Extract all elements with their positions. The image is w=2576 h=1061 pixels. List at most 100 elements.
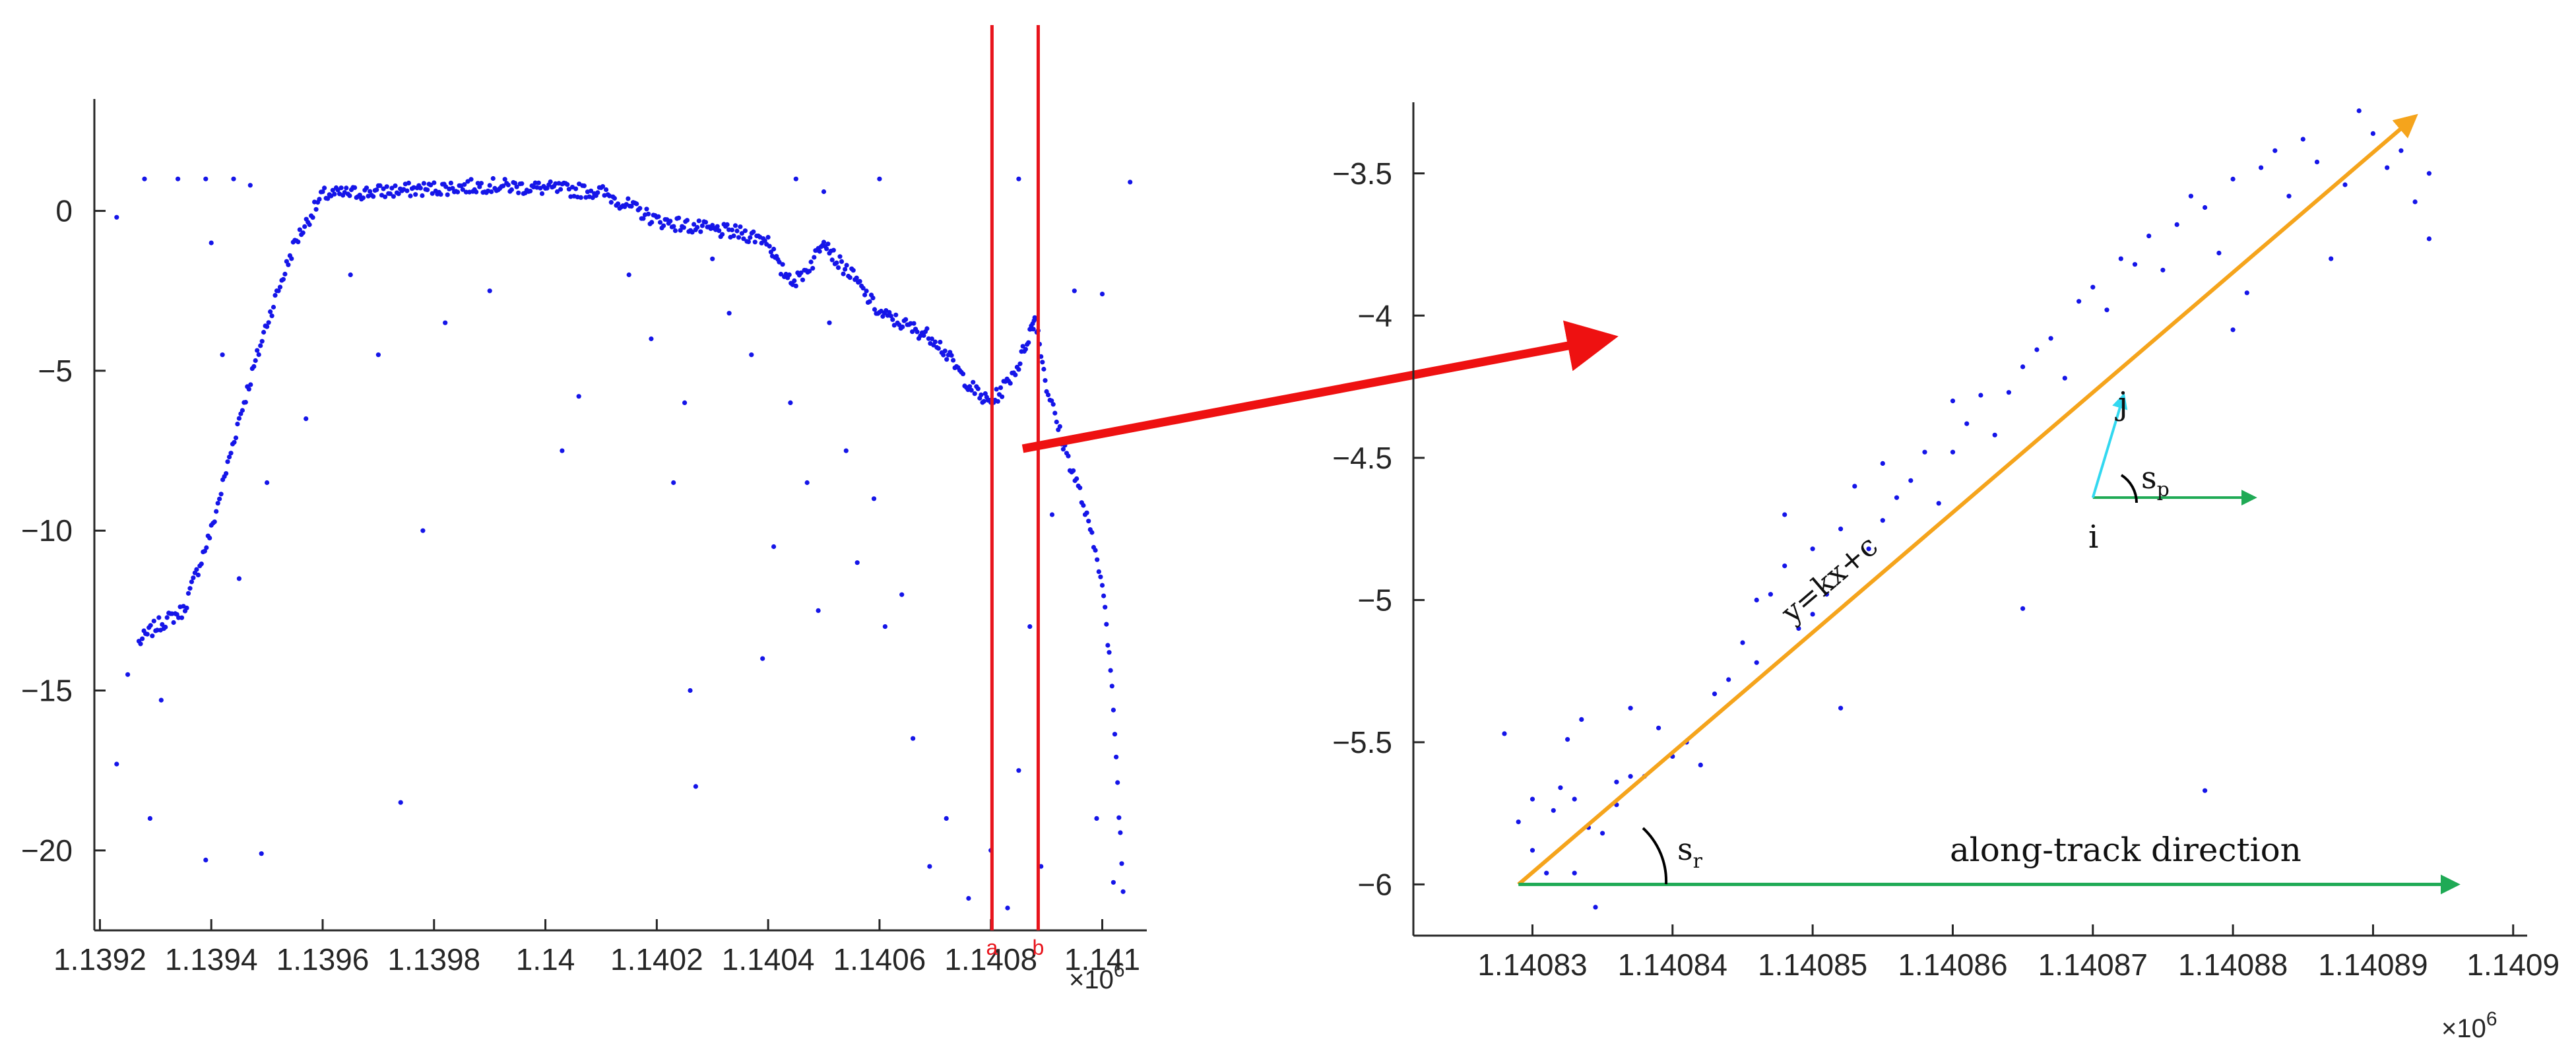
left-y-tick-label: −5 (38, 354, 73, 388)
data-point (255, 348, 260, 353)
data-point (273, 293, 278, 298)
data-point (851, 268, 856, 273)
data-point (981, 399, 986, 404)
data-point (1057, 424, 1062, 430)
data-point (558, 187, 564, 192)
right-y-tick-label: −3.5 (1332, 156, 1392, 191)
data-point (871, 496, 877, 501)
data-point (693, 784, 698, 789)
data-point (1050, 402, 1056, 407)
data-point (253, 358, 258, 364)
data-point (1017, 361, 1023, 366)
data-point (160, 622, 165, 627)
data-point (1978, 393, 1983, 398)
data-point (678, 228, 683, 233)
data-point (384, 184, 389, 189)
data-point (824, 246, 829, 251)
data-point (573, 186, 579, 191)
data-point (998, 385, 1004, 391)
data-point (798, 270, 804, 276)
data-point (821, 240, 827, 245)
data-point (644, 207, 649, 212)
data-point (720, 232, 725, 237)
data-point (936, 346, 941, 351)
data-point (816, 608, 821, 614)
data-point (1027, 624, 1033, 629)
data-point (829, 257, 835, 263)
data-point (729, 227, 735, 233)
data-point (971, 379, 976, 385)
data-point (251, 364, 257, 370)
data-point (443, 320, 448, 325)
data-point (581, 183, 587, 189)
data-point (114, 214, 119, 220)
data-point (1516, 820, 1521, 825)
data-point (929, 336, 934, 342)
data-point (338, 185, 344, 191)
data-point (1502, 731, 1507, 736)
data-point (371, 194, 376, 199)
left-x-tick-label: 1.141 (1064, 942, 1140, 977)
data-point (344, 185, 349, 191)
data-point (731, 233, 736, 238)
data-point (1049, 398, 1054, 403)
data-point (1046, 392, 1051, 398)
data-point (1992, 432, 1997, 437)
data-point (233, 435, 239, 441)
left-y-ticks: 0 −5 −10 −15 −20 (21, 194, 106, 868)
data-point (672, 228, 678, 234)
data-point (1838, 527, 1844, 532)
data-point (807, 269, 812, 274)
data-point (304, 416, 309, 422)
data-point (1043, 378, 1048, 383)
data-point (1111, 880, 1116, 885)
data-point (825, 241, 831, 247)
data-point (142, 176, 147, 181)
data-point (374, 187, 379, 193)
left-data-points (114, 176, 1133, 911)
data-point (1712, 691, 1718, 697)
data-point (1782, 563, 1787, 569)
data-point (1593, 905, 1598, 910)
data-point (696, 218, 701, 224)
data-point (516, 190, 521, 195)
data-point (738, 224, 743, 230)
data-point (615, 201, 621, 207)
data-point (831, 247, 836, 253)
data-point (661, 223, 666, 228)
data-point (1782, 512, 1787, 517)
data-point (1049, 512, 1055, 517)
data-point (1072, 288, 1077, 294)
data-point (443, 184, 449, 189)
data-point (2188, 193, 2193, 199)
data-point (778, 271, 784, 277)
data-point (2077, 299, 2082, 304)
data-point (578, 195, 583, 200)
data-point (2314, 159, 2320, 165)
data-point (2230, 327, 2236, 333)
data-point (2426, 171, 2431, 176)
data-point (389, 185, 395, 191)
data-point (872, 307, 878, 312)
data-point (1118, 830, 1123, 835)
data-point (1128, 179, 1133, 185)
data-point (364, 185, 370, 191)
data-point (860, 286, 866, 291)
data-point (837, 254, 843, 259)
data-point (726, 311, 732, 316)
data-point (286, 262, 291, 267)
left-y-tick-label: 0 (55, 194, 73, 228)
data-point (1544, 870, 1549, 876)
data-point (432, 180, 437, 185)
data-point (2300, 137, 2305, 142)
data-point (671, 480, 676, 486)
data-point (501, 183, 506, 189)
right-x-tick-label: 1.14087 (2038, 948, 2148, 982)
data-point (425, 187, 430, 193)
data-point (867, 299, 872, 304)
data-point (2062, 375, 2067, 381)
data-point (332, 191, 337, 197)
data-point (203, 176, 209, 181)
data-point (1016, 176, 1021, 181)
data-point (1908, 478, 1914, 483)
